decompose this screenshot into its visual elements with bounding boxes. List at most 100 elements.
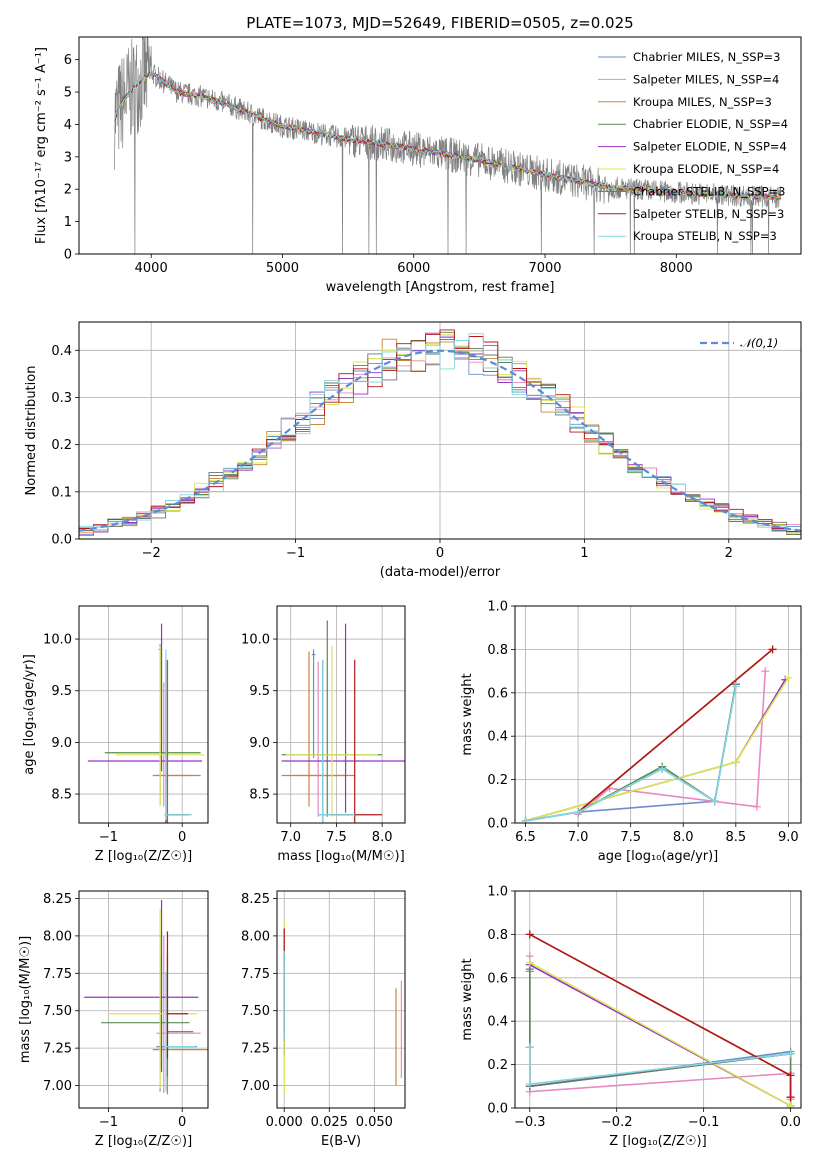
x-tick-label: 0.025 xyxy=(311,1115,348,1130)
mass-weight-marker-7-1 xyxy=(768,645,777,654)
mass-weight-marker-1-2 xyxy=(752,802,761,811)
y-tick-label: 8.00 xyxy=(43,929,72,944)
x-axis-label: mass [log₁₀(M/M☉)] xyxy=(277,849,404,864)
x-tick-label: −0.1 xyxy=(688,1115,720,1130)
mass-weight-line-4 xyxy=(525,679,786,822)
y-tick-label: 8.25 xyxy=(43,892,72,907)
x-tick-label: −0.3 xyxy=(514,1115,546,1130)
mass-vs-ebv-panel: 0.000 0.025 0.050 7.00 7.25 7.50 7.75 8.00 8.25 E… xyxy=(241,890,406,1149)
mass-weight-marker-5-0 xyxy=(525,958,534,967)
mass-weight-marker-7-2 xyxy=(786,1093,795,1102)
y-tick-label: 7.25 xyxy=(241,1042,270,1057)
x-tick-label: −1 xyxy=(99,1115,118,1130)
x-tick-label: 0 xyxy=(178,830,186,845)
y-axis-label: age [log₁₀(age/yr)] xyxy=(22,654,37,775)
x-axis-label: (data-model)/error xyxy=(380,565,501,580)
y-tick-label: 7.25 xyxy=(43,1042,72,1057)
mass-weight-line-4 xyxy=(529,964,792,1108)
x-tick-label: 2 xyxy=(725,546,733,561)
y-tick-label: 0.4 xyxy=(51,344,72,359)
y-axis-label: mass weight xyxy=(460,673,475,755)
y-tick-label: 0.1 xyxy=(51,485,72,500)
y-tick-label: 2 xyxy=(64,183,72,198)
model-spectrum-8 xyxy=(114,70,782,201)
x-axis-label: age [log₁₀(age/yr)] xyxy=(598,849,719,864)
y-axis-label: mass [log₁₀(M/M☉)] xyxy=(18,936,33,1063)
y-tick-label: 10.0 xyxy=(241,633,270,648)
axes-frame xyxy=(276,890,406,1109)
residuals-panel: −2 −1 0 1 2 0.0 0.1 0.2 0.3 0.4 (data-model)/error… xyxy=(24,321,802,580)
axes-frame xyxy=(78,605,209,824)
legend: Chabrier MILES, N_SSP=3 Salpeter MILES, N… xyxy=(598,50,788,243)
legend-label-2: Kroupa MILES, N_SSP=3 xyxy=(633,95,772,109)
y-tick-label: 0.2 xyxy=(487,773,508,788)
plot-area xyxy=(79,329,801,536)
x-tick-label: 8.5 xyxy=(725,830,746,845)
y-tick-label: 8.5 xyxy=(51,788,72,803)
axes-frame xyxy=(514,890,802,1109)
y-tick-label: 5 xyxy=(64,86,72,101)
mass-weight-marker-5-1 xyxy=(731,758,740,767)
y-tick-label: 8.00 xyxy=(241,929,270,944)
y-tick-label: 8.25 xyxy=(241,892,270,907)
y-tick-label: 9.5 xyxy=(51,684,72,699)
residual-histogram-8 xyxy=(79,333,801,531)
normal-curve xyxy=(79,349,801,532)
x-tick-label: 0 xyxy=(178,1115,186,1130)
y-tick-label: 1.0 xyxy=(487,600,508,615)
legend-label-6: Chabrier STELIB, N_SSP=3 xyxy=(633,184,785,198)
x-axis-label: Z [log₁₀(Z/Z☉)] xyxy=(609,1134,706,1149)
mass-weight-marker-8-1 xyxy=(525,1080,534,1089)
x-tick-label: 7.0 xyxy=(280,830,301,845)
mass-weight-marker-8-3 xyxy=(710,797,719,806)
mass-weight-line-8 xyxy=(529,1047,791,1085)
plot-area xyxy=(521,645,793,823)
y-tick-label: 7.75 xyxy=(43,967,72,982)
y-tick-label: 0.4 xyxy=(487,730,508,745)
y-tick-label: 0.6 xyxy=(487,971,508,986)
y-tick-label: 9.0 xyxy=(51,736,72,751)
x-tick-label: 0.050 xyxy=(356,1115,393,1130)
x-axis-label: E(B-V) xyxy=(321,1134,361,1149)
mass-weight-marker-8-2 xyxy=(658,764,667,773)
legend-label-5: Kroupa ELODIE, N_SSP=4 xyxy=(633,162,779,176)
y-tick-label: 0.8 xyxy=(487,643,508,658)
y-tick-label: 0.0 xyxy=(487,817,508,832)
legend-label-0: Chabrier MILES, N_SSP=3 xyxy=(633,50,780,64)
mass-weight-marker-7-0 xyxy=(525,930,534,939)
legend-label-4: Salpeter ELODIE, N_SSP=4 xyxy=(633,140,787,154)
x-tick-label: −1 xyxy=(286,546,305,561)
legend-label-8: Kroupa STELIB, N_SSP=3 xyxy=(633,229,777,243)
plot-area xyxy=(281,620,405,823)
y-tick-label: 0.2 xyxy=(51,438,72,453)
plot-area xyxy=(87,623,205,823)
y-tick-label: 3 xyxy=(64,150,72,165)
y-tick-label: 0 xyxy=(64,248,72,263)
mass-weight-line-7 xyxy=(577,648,774,813)
spectrum-panel: 4000 5000 6000 7000 8000 0 1 2 3 4 5 6 wavelength [A… xyxy=(34,14,802,295)
x-tick-label: 7.5 xyxy=(326,830,347,845)
mass-weight-marker-5-2 xyxy=(784,673,793,682)
y-tick-label: 7.00 xyxy=(241,1079,270,1094)
x-tick-label: 6000 xyxy=(397,261,430,276)
y-tick-label: 0.6 xyxy=(487,686,508,701)
mass-vs-metallicity-panel: −1 0 7.00 7.25 7.50 7.75 8.00 8.25 Z [log₁₀(Z/Z☉… xyxy=(18,890,209,1149)
x-tick-label: 9.0 xyxy=(778,830,799,845)
x-tick-label: −1 xyxy=(99,830,118,845)
mass-weight-marker-8-4 xyxy=(731,682,740,691)
x-tick-label: 4000 xyxy=(135,261,168,276)
mass-weight-marker-1-3 xyxy=(761,667,770,676)
legend-label-normal: 𝒩(0,1) xyxy=(740,336,778,350)
y-tick-label: 1.0 xyxy=(487,885,508,900)
mass-weight-vs-age-panel: 6.5 7.0 7.5 8.0 8.5 9.0 0.0 0.2 0.4 0.6 0.8 1.0 age … xyxy=(460,600,802,864)
plot-area xyxy=(84,899,208,1095)
y-tick-label: 7.75 xyxy=(241,967,270,982)
y-tick-label: 0.8 xyxy=(487,928,508,943)
y-tick-label: 7.50 xyxy=(241,1004,270,1019)
x-tick-label: −0.2 xyxy=(601,1115,633,1130)
axes-frame xyxy=(514,605,802,824)
x-tick-label: 5000 xyxy=(266,261,299,276)
x-tick-label: 8.0 xyxy=(673,830,694,845)
x-tick-label: 8000 xyxy=(660,261,693,276)
